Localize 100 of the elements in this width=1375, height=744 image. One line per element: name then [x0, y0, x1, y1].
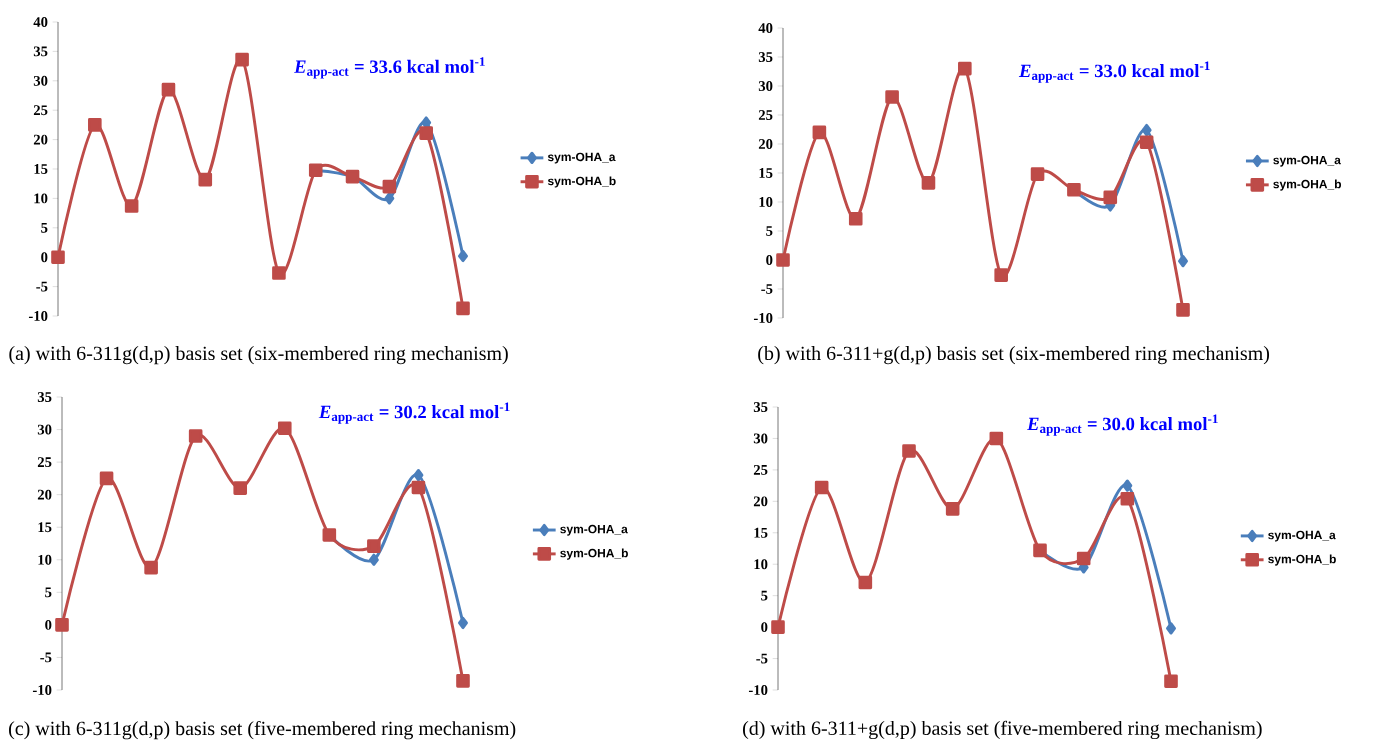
annotation: E$_{app-act}$ = 30.0 kcal mol$^{-1}$ [1026, 414, 1218, 436]
annotation: E$_{app-act}$ = 33.0 kcal mol$^{-1}$ [1018, 61, 1210, 83]
point [88, 118, 102, 132]
point [858, 575, 873, 590]
y-tick-label: 0 [766, 255, 773, 265]
y-tick-label: 5 [45, 587, 52, 598]
y-tick-label: 20 [758, 139, 773, 149]
point [1178, 255, 1188, 268]
point [124, 199, 139, 213]
y-tick-label: 0 [45, 619, 52, 630]
point [99, 471, 114, 486]
point [55, 618, 69, 632]
point [419, 126, 433, 140]
legend-label: sym-OHA_a [560, 524, 628, 536]
point [277, 421, 292, 436]
point [1103, 190, 1118, 205]
y-tick-label: 30 [37, 424, 52, 435]
y-tick-label: 15 [34, 164, 48, 174]
y-tick-label: 35 [753, 402, 768, 412]
y-tick-label: 5 [761, 590, 768, 601]
point [411, 480, 426, 495]
point [413, 469, 424, 482]
y-tick-label: 25 [753, 464, 768, 475]
text: (c) with 6-311g(d,p) basis set (five-membered ring mechanism) [9, 720, 516, 740]
point [958, 61, 972, 76]
point [384, 192, 395, 205]
point [458, 249, 468, 263]
y-tick-label: -5 [756, 653, 768, 664]
text: (a) with 6-311g(d,p) basis set (six-membered ring mechanism) [9, 346, 508, 365]
y-tick-label: 10 [38, 554, 52, 565]
point [456, 301, 470, 316]
y-tick-label: -10 [32, 685, 52, 695]
y-tick-label: 0 [761, 622, 768, 633]
point [921, 176, 936, 190]
point [458, 616, 468, 630]
y-tick-label: -5 [40, 652, 52, 663]
point [1139, 135, 1154, 150]
y-tick-label: 5 [766, 226, 773, 236]
y-tick-label: 35 [33, 46, 48, 57]
y-tick-label: 40 [758, 23, 773, 33]
y-tick-label: 40 [33, 17, 48, 27]
point [198, 172, 213, 187]
legend-label: sym-OHA_a [1273, 155, 1341, 167]
legend-label: sym-OHA_b [1268, 554, 1336, 566]
y-tick-label: 25 [37, 457, 52, 468]
y-tick-label: 10 [759, 197, 773, 207]
point [233, 481, 248, 495]
point [1030, 167, 1045, 181]
point [1120, 492, 1135, 506]
point [1164, 674, 1178, 688]
point [814, 480, 829, 495]
y-tick-label: 5 [41, 222, 48, 233]
point [902, 444, 916, 458]
point [885, 90, 899, 104]
annotation: E$_{app-act}$ = 30.2 kcal mol$^{-1}$ [318, 402, 510, 424]
y-tick-label: 10 [754, 559, 768, 570]
point [382, 179, 397, 194]
point [989, 431, 1004, 446]
y-tick-label: 10 [34, 193, 48, 204]
point [812, 125, 827, 140]
legend-label: sym-OHA_a [547, 152, 616, 164]
y-tick-label: 25 [758, 110, 773, 120]
point [848, 212, 863, 226]
y-tick-label: 35 [37, 392, 52, 402]
y-tick-label: -5 [761, 284, 773, 294]
y-tick-label: 20 [33, 134, 48, 145]
y-tick-label: 0 [41, 252, 48, 263]
y-tick-label: 30 [33, 75, 48, 86]
point [235, 52, 249, 67]
y-tick-label: 30 [758, 81, 773, 91]
point [945, 502, 960, 516]
point [367, 539, 381, 553]
point [1166, 622, 1176, 635]
y-tick-label: -10 [753, 313, 773, 323]
y-tick-label: 35 [758, 52, 773, 62]
point [776, 253, 790, 267]
point [188, 429, 203, 443]
text: (b) with 6-311+g(d,p) basis set (six-membered ring mechanism) [758, 346, 1270, 365]
point [272, 266, 286, 280]
point [368, 553, 379, 566]
annotation: E$_{app-act}$ = 33.6 kcal mol$^{-1}$ [293, 57, 485, 79]
y-tick-label: 15 [759, 168, 773, 178]
y-tick-label: 25 [33, 105, 48, 116]
text: (d) with 6-311+g(d,p) basis set (five-membered ring mechanism) [743, 720, 1262, 740]
y-tick-label: 20 [37, 489, 52, 500]
point [456, 674, 470, 688]
y-tick-label: -10 [28, 311, 48, 321]
point [144, 560, 158, 575]
y-tick-label: 20 [753, 496, 768, 507]
y-tick-label: 15 [38, 522, 52, 533]
legend-label: sym-OHA_b [547, 176, 616, 188]
point [161, 82, 176, 97]
point [1176, 303, 1190, 317]
point [1076, 551, 1091, 566]
legend-label: sym-OHA_b [1273, 179, 1342, 191]
y-tick-label: 30 [753, 433, 768, 444]
legend-label: sym-OHA_a [1268, 530, 1336, 542]
point [994, 268, 1008, 282]
point [1141, 123, 1152, 137]
y-tick-label: -10 [748, 685, 768, 695]
